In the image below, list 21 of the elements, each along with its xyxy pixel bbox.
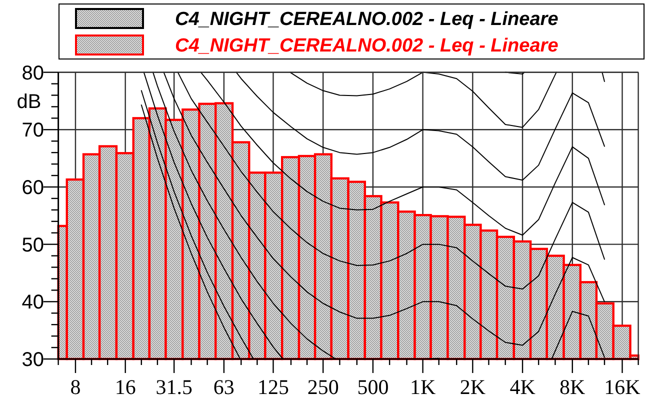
y-tick-label: 30 — [22, 349, 44, 371]
x-tick-label: 8 — [70, 375, 81, 399]
x-tick-label: 2K — [460, 375, 486, 399]
y-tick-label: 50 — [22, 234, 44, 256]
x-tick-label: 8K — [560, 375, 586, 399]
x-tick-label: 16K — [604, 375, 640, 399]
x-tick-label: 125 — [257, 375, 289, 399]
y-tick-label: 40 — [22, 292, 44, 314]
y-tick-label: 80 — [22, 62, 44, 84]
x-tick-label: 63 — [213, 375, 234, 399]
legend-label: C4_NIGHT_CEREALNO.002 - Leq - Lineare — [175, 9, 559, 30]
x-tick-label: 16 — [114, 375, 136, 399]
y-tick-label: 70 — [22, 120, 44, 142]
x-tick-label: 500 — [357, 375, 389, 399]
legend-label: C4_NIGHT_CEREALNO.002 - Leq - Lineare — [175, 36, 559, 56]
x-tick-label: 1K — [410, 375, 436, 399]
y-tick-label: 60 — [22, 176, 44, 199]
x-tick-label: 4K — [510, 375, 536, 399]
x-tick-label: 31.5 — [156, 375, 192, 399]
y-axis-title: dB — [16, 91, 42, 113]
x-tick-label: 250 — [307, 375, 339, 399]
